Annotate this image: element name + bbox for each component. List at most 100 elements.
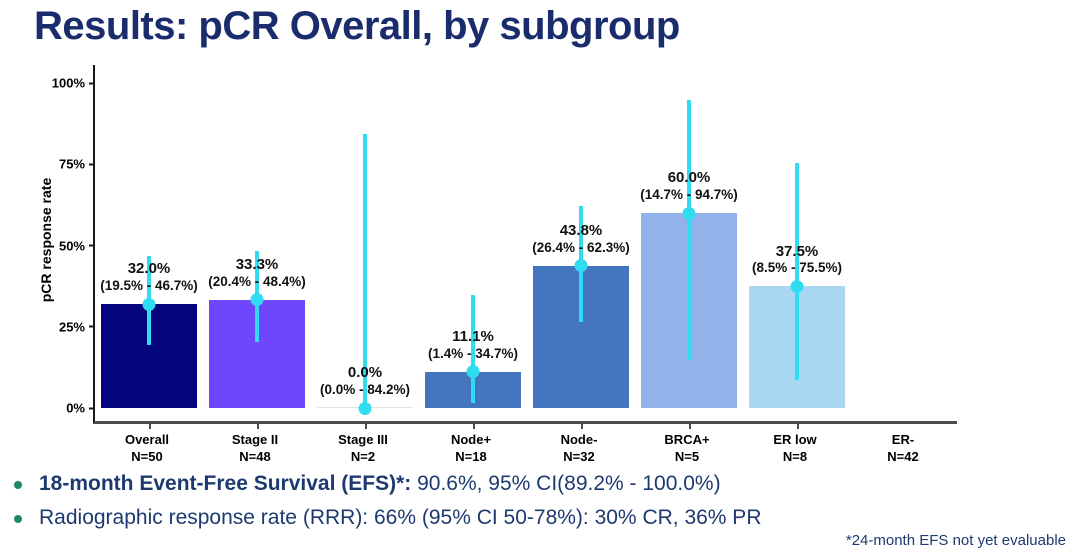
x-axis-labels: Overall N=50 Stage II N=48 Stage III N=2 Node+… (93, 432, 957, 466)
category-n: N=48 (239, 448, 271, 464)
ci-text: (8.5% - 75.5%) (751, 260, 843, 276)
error-bar-er-low (795, 162, 799, 381)
error-bar-stage-iii (363, 134, 367, 408)
y-tick-label: 0% (66, 400, 85, 416)
bullet-rrr-rest: Radiographic response rate (RRR): 66% (9… (39, 506, 762, 529)
category-n: N=50 (131, 448, 163, 464)
pcr-bar-chart: pCR response rate 0% 25% 50% 75% 100% 32.0% (1… (0, 60, 1000, 465)
category-name: Stage II (231, 432, 279, 447)
category-n: N=5 (674, 448, 700, 464)
x-label-node: Node- N=32 (525, 432, 633, 466)
y-tick-0: 0% (66, 401, 95, 416)
x-tick-brca (689, 424, 691, 429)
summary-bullets: 18-month Event-Free Survival (EFS)*: 90.… (14, 472, 1014, 540)
value-text: 11.1% (452, 328, 494, 346)
point-marker-overall (142, 297, 156, 311)
bar-group-node: 43.8% (26.4% - 62.3%) (527, 65, 635, 429)
x-label-stage-iii: Stage III N=2 (309, 432, 417, 466)
value-label-node: 11.1% (1.4% - 34.7%) (398, 328, 548, 362)
x-tick-node (581, 424, 583, 429)
y-tick-label: 75% (58, 156, 85, 172)
bullet-dot-icon (14, 515, 22, 523)
ci-text: (1.4% - 34.7%) (427, 346, 519, 362)
x-tick-overall (149, 424, 151, 429)
value-text: 33.3% (235, 256, 279, 274)
y-tick-mark (89, 82, 95, 84)
x-tick-er-low (797, 424, 799, 429)
value-text: 60.0% (667, 169, 711, 187)
bullet-efs-text: 18-month Event-Free Survival (EFS)*: 90.… (39, 472, 721, 496)
y-tick-25: 25% (59, 319, 95, 334)
x-label-stage-ii: Stage II N=48 (201, 432, 309, 466)
bar-group-brca: 60.0% (14.7% - 94.7%) (635, 65, 743, 429)
y-tick-label: 25% (58, 319, 85, 335)
page-title: Results: pCR Overall, by subgroup (34, 4, 680, 48)
category-name: Node+ (450, 432, 492, 447)
value-label-brca: 60.0% (14.7% - 94.7%) (614, 169, 764, 203)
value-text: 0.0% (347, 364, 383, 382)
y-tick-mark (89, 407, 95, 409)
value-text: 43.8% (559, 222, 603, 240)
ci-text: (0.0% - 84.2%) (319, 382, 411, 398)
x-tick-node (473, 424, 475, 429)
y-tick-label: 100% (51, 75, 85, 91)
category-n: N=42 (887, 448, 919, 464)
bullet-rrr-text: Radiographic response rate (RRR): 66% (9… (39, 506, 761, 530)
bar-group-overall: 32.0% (19.5% - 46.7%) (95, 65, 203, 429)
point-marker-brca (682, 206, 696, 220)
point-marker-er-low (790, 279, 804, 293)
bar-group-stage-iii: 0.0% (0.0% - 84.2%) (311, 65, 419, 429)
plot-area: 0% 25% 50% 75% 100% 32.0% (19.5% - 46.7%) 33.3%… (52, 65, 957, 429)
value-text: 37.5% (775, 242, 819, 260)
category-n: N=32 (563, 448, 595, 464)
footnote: *24-month EFS not yet evaluable (845, 532, 1066, 549)
ci-text: (26.4% - 62.3%) (532, 239, 630, 255)
ci-text: (19.5% - 46.7%) (100, 278, 198, 294)
category-name: Node- (560, 432, 598, 447)
category-name: ER low (773, 432, 817, 447)
value-label-stage-ii: 33.3% (20.4% - 48.4%) (182, 256, 332, 290)
ci-text: (20.4% - 48.4%) (208, 273, 306, 289)
bar-group-node: 11.1% (1.4% - 34.7%) (419, 65, 527, 429)
category-name: ER- (891, 432, 915, 447)
x-label-er-low: ER low N=8 (741, 432, 849, 466)
y-tick-50: 50% (59, 238, 95, 253)
bullet-dot-icon (14, 481, 22, 489)
value-label-overall: 32.0% (19.5% - 46.7%) (74, 260, 224, 294)
value-label-er-low: 37.5% (8.5% - 75.5%) (722, 243, 872, 277)
value-label-node: 43.8% (26.4% - 62.3%) (506, 222, 656, 256)
y-tick-mark (89, 244, 95, 247)
x-tick-stage-ii (257, 424, 259, 429)
bullet-efs-bold: 18-month Event-Free Survival (EFS)*: (39, 472, 412, 495)
y-tick-mark (89, 325, 95, 328)
category-n: N=2 (350, 448, 376, 464)
y-tick-label: 50% (58, 238, 85, 253)
bullet-efs: 18-month Event-Free Survival (EFS)*: 90.… (14, 472, 1014, 496)
category-name: Overall (124, 432, 170, 447)
point-marker-node (574, 259, 588, 273)
x-label-overall: Overall N=50 (93, 432, 201, 466)
point-marker-node (466, 365, 480, 379)
y-axis-title: pCR response rate (38, 177, 54, 303)
bar-group-stage-ii: 33.3% (20.4% - 48.4%) (203, 65, 311, 429)
value-label-stage-iii: 0.0% (0.0% - 84.2%) (290, 364, 440, 398)
point-marker-stage-iii (358, 401, 372, 415)
y-tick-75: 75% (59, 157, 95, 172)
bullet-efs-rest: 90.6%, 95% CI(89.2% - 100.0%) (411, 472, 721, 495)
bar-group-er-low: 37.5% (8.5% - 75.5%) (743, 65, 851, 429)
x-label-node: Node+ N=18 (417, 432, 525, 466)
y-tick-mark (89, 163, 95, 166)
category-n: N=18 (455, 448, 487, 464)
category-name: BRCA+ (664, 432, 710, 447)
x-tick-stage-iii (365, 424, 367, 429)
value-text: 32.0% (127, 260, 171, 278)
y-tick-100: 100% (52, 76, 95, 91)
bullet-rrr: Radiographic response rate (RRR): 66% (9… (14, 506, 1014, 530)
x-label-brca: BRCA+ N=5 (633, 432, 741, 466)
ci-text: (14.7% - 94.7%) (640, 187, 738, 203)
category-n: N=8 (782, 448, 808, 464)
category-name: Stage III (338, 432, 388, 447)
point-marker-stage-ii (250, 293, 264, 307)
error-bar-brca (687, 100, 691, 361)
